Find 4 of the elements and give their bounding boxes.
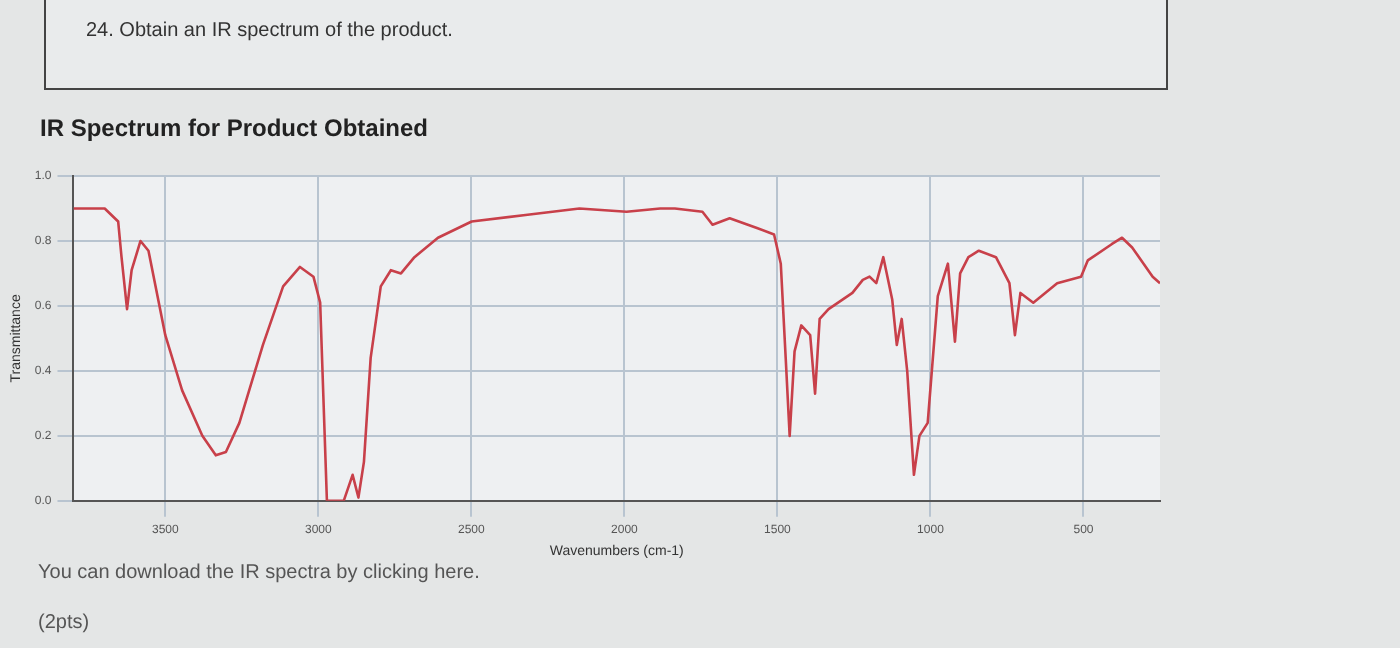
text: You can download the IR spectra by clicking here. [38, 562, 480, 584]
text: (2pts) [38, 612, 90, 634]
text: 24. Obtain an IR spectrum of the product. [86, 20, 453, 42]
chart-title: IR Spectrum for Product Obtained [40, 114, 429, 142]
